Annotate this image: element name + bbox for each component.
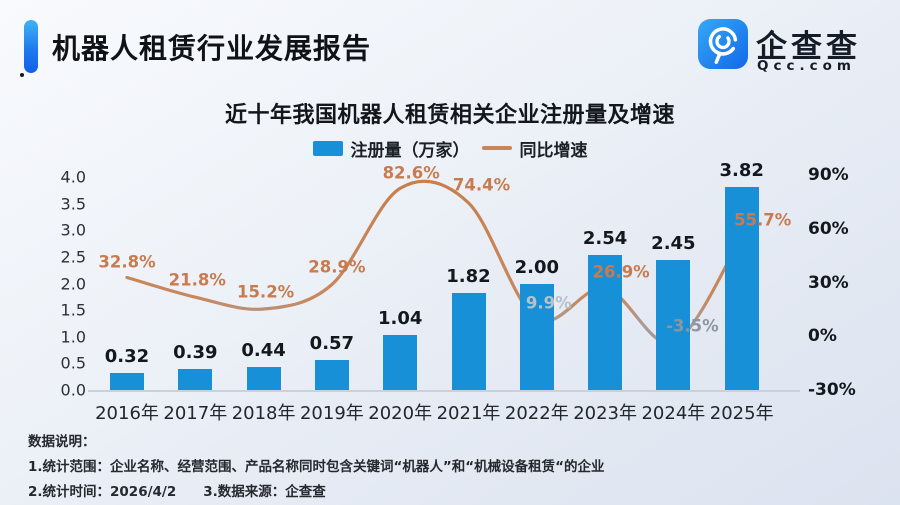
bar-2018年 — [246, 366, 281, 390]
qcc-logo-icon — [698, 19, 748, 69]
line-series-label: 同比增速 — [519, 140, 588, 161]
left-axis-tick: 3.0 — [60, 220, 86, 240]
growth-rate-label: 82.6% — [382, 163, 440, 183]
x-axis-label: 2016年 — [95, 403, 159, 424]
bar-value-label: 0.32 — [104, 345, 150, 367]
growth-rate-label: 26.9% — [592, 262, 650, 282]
growth-rate-label: 21.8% — [168, 270, 226, 290]
bar-value-label: 2.00 — [514, 256, 559, 278]
data-notes-time-source: 2.统计时间：2026/4/2 3.数据来源：企查查 — [28, 484, 326, 500]
right-axis-tick: 90% — [808, 165, 849, 185]
bar-2017年 — [178, 369, 213, 390]
bar-value-label: 0.39 — [173, 342, 218, 364]
line-series-swatch — [481, 146, 512, 150]
bar-2023年 — [588, 254, 623, 390]
x-axis-label: 2021年 — [436, 403, 501, 424]
bar-value-label: 1.04 — [377, 307, 423, 329]
brand-domain: Qcc.com — [757, 58, 856, 74]
growth-rate-label: 55.7% — [734, 210, 792, 230]
bar-2019年 — [314, 359, 349, 390]
legend-item-line: 同比增速 — [481, 136, 588, 161]
bar-value-label: 3.82 — [719, 159, 764, 181]
bar-value-label: 0.57 — [309, 332, 355, 354]
x-axis-label: 2023年 — [573, 403, 637, 424]
brand-name: 企查查 — [756, 29, 861, 65]
bar-2020年 — [383, 334, 418, 390]
bar-2022年 — [519, 283, 554, 390]
bar-2021年 — [451, 293, 486, 390]
growth-rate-label: 9.9% — [525, 293, 572, 312]
x-axis-label: 2022年 — [504, 403, 569, 424]
legend-item-bars: 注册量（万家） — [312, 136, 470, 161]
left-axis-tick: 1.0 — [60, 327, 86, 347]
right-axis-tick: 30% — [808, 272, 849, 293]
data-notes-heading: 数据说明： — [28, 434, 96, 450]
bar-value-label: 2.54 — [582, 227, 628, 249]
bar-series-label: 注册量（万家） — [350, 140, 470, 161]
right-axis-tick: 0% — [808, 326, 837, 347]
bar-2024年 — [656, 259, 691, 390]
accent-dot — [20, 73, 24, 77]
chart-legend: 注册量（万家） 同比增速 — [0, 136, 900, 161]
growth-rate-label: 15.2% — [236, 282, 295, 302]
left-axis-tick: 2.0 — [60, 274, 86, 293]
accent-bar — [24, 20, 38, 73]
x-axis-label: 2018年 — [231, 403, 296, 424]
left-axis-tick: 2.5 — [60, 247, 86, 267]
chart-title: 近十年我国机器人租赁相关企业注册量及增速 — [224, 103, 675, 128]
x-axis-label: 2017年 — [163, 403, 228, 424]
left-axis-tick: 0.0 — [60, 380, 86, 400]
growth-rate-label: -3.5% — [666, 316, 719, 336]
x-axis-label: 2019年 — [299, 403, 364, 424]
growth-rate-label: 28.9% — [308, 257, 366, 277]
right-axis-tick: 60% — [808, 218, 849, 239]
growth-rate-label: 32.8% — [98, 252, 156, 272]
x-axis-label: 2020年 — [368, 403, 433, 424]
x-axis-line — [88, 390, 800, 392]
page-title: 机器人租赁行业发展报告 — [52, 32, 372, 65]
bar-2016年 — [110, 372, 144, 390]
right-axis-tick: -30% — [808, 380, 856, 400]
bar-2025年 — [724, 186, 759, 390]
bar-series-swatch — [312, 140, 343, 156]
bar-value-label: 0.44 — [241, 339, 286, 361]
left-axis-tick: 3.5 — [60, 194, 86, 214]
data-notes: 数据说明： 1.统计范围：企业名称、经营范围、产品名称同时包含关键词“机器人”和… — [28, 430, 605, 505]
bar-value-label: 1.82 — [446, 266, 491, 288]
left-axis-tick: 0.5 — [60, 353, 86, 373]
left-axis-tick: 4.0 — [60, 167, 86, 187]
data-notes-scope: 1.统计范围：企业名称、经营范围、产品名称同时包含关键词“机器人”和“机械设备租… — [28, 459, 605, 475]
growth-rate-label: 74.4% — [452, 175, 511, 195]
bar-value-label: 2.45 — [651, 232, 696, 254]
x-axis-label: 2025年 — [709, 403, 774, 424]
left-axis-tick: 1.5 — [60, 300, 86, 320]
x-axis-label: 2024年 — [641, 403, 706, 424]
